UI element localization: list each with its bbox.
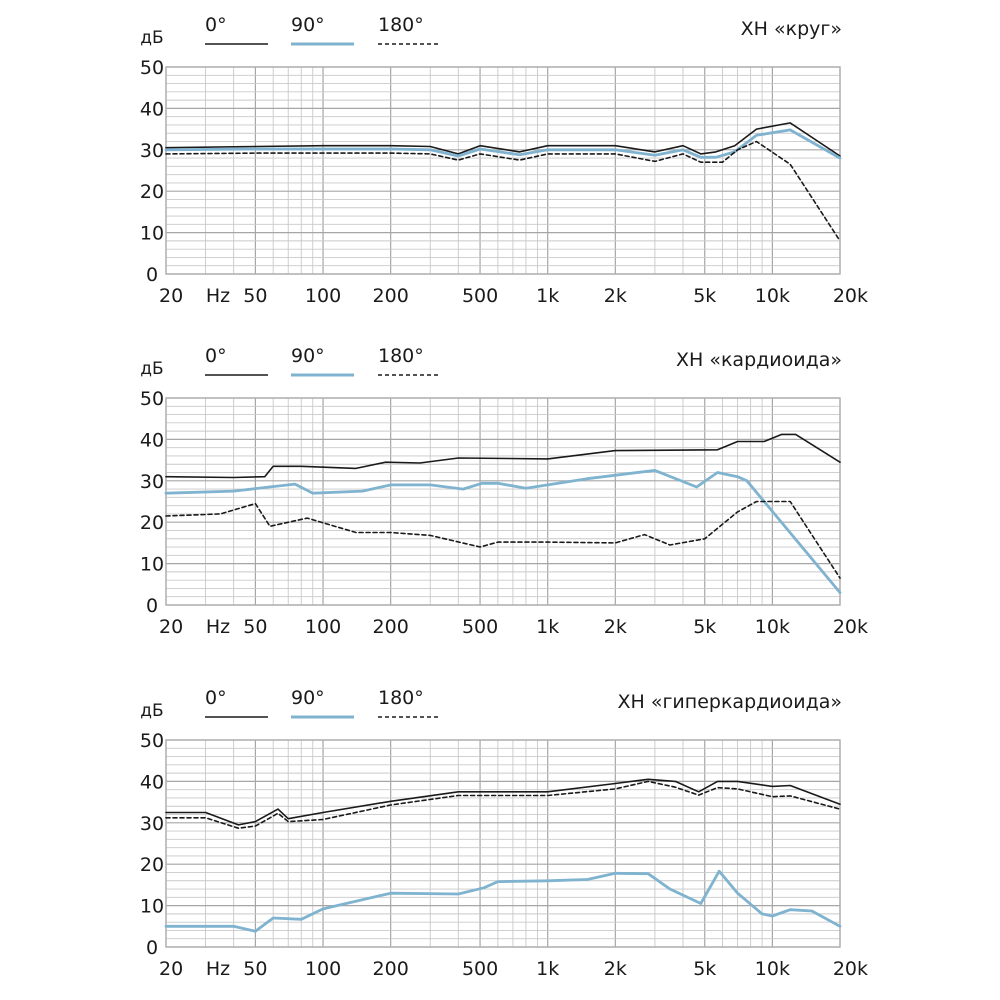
- series-line-0deg: [165, 778, 841, 826]
- series-line-180deg: [165, 500, 841, 579]
- horizontal-gridlines: [166, 739, 840, 948]
- chart-title: ХН «круг»: [741, 18, 842, 40]
- x-tick-label: 20: [159, 958, 183, 980]
- chart-panel-2: 0 10 20 30 40 50 дБ 20 50 100 200 500 1k 2k 5k 10k 20k Hz…: [140, 345, 868, 638]
- x-tick-label: 500: [462, 958, 498, 980]
- x-unit-label: Hz: [206, 285, 230, 307]
- series-line-90deg: [164, 468, 842, 594]
- x-tick-label: 1k: [536, 616, 559, 638]
- x-tick-label: 5k: [693, 285, 716, 307]
- plot-frame: [165, 66, 841, 275]
- vertical-gridlines: [165, 67, 841, 274]
- y-tick-label: 20: [140, 512, 164, 534]
- y-tick-label: 0: [146, 264, 158, 286]
- series-line-90deg: [164, 869, 842, 933]
- legend-label: 90°: [291, 687, 325, 709]
- x-tick-label: 20: [159, 285, 183, 307]
- y-axis-label: дБ: [140, 28, 163, 48]
- legend-label: 180°: [378, 14, 424, 36]
- horizontal-gridlines: [166, 66, 840, 275]
- x-unit-label: Hz: [206, 958, 230, 980]
- y-tick-label: 10: [140, 896, 164, 918]
- legend-label: 90°: [291, 345, 325, 367]
- chart-panel-3: 0 10 20 30 40 50 дБ 20 50 100 200 500 1k 2k 5k 10k 20k Hz…: [140, 687, 868, 980]
- series-line-0deg: [165, 433, 841, 479]
- x-tick-label: 500: [462, 616, 498, 638]
- x-tick-label: 10k: [755, 958, 790, 980]
- legend-label: 90°: [291, 14, 325, 36]
- horizontal-gridlines: [166, 397, 840, 606]
- chart-panel-1: 0 10 20 30 40 50 дБ 20 50 100 200 500 1k 2k 5k 10k 20k Hz…: [140, 14, 868, 307]
- legend-label: 0°: [205, 14, 227, 36]
- vertical-gridlines: [165, 740, 841, 947]
- plot-frame: [165, 397, 841, 606]
- chart-title: ХН «гиперкардиоида»: [617, 691, 842, 713]
- x-unit-label: Hz: [206, 616, 230, 638]
- y-tick-label: 20: [140, 181, 164, 203]
- y-tick-label: 40: [140, 771, 164, 793]
- x-tick-label: 100: [305, 285, 341, 307]
- x-tick-label: 200: [373, 285, 409, 307]
- x-tick-label: 50: [243, 285, 267, 307]
- x-tick-label: 1k: [536, 958, 559, 980]
- y-tick-label: 0: [146, 937, 158, 959]
- y-tick-label: 30: [140, 140, 164, 162]
- x-tick-label: 50: [243, 616, 267, 638]
- x-tick-label: 200: [373, 958, 409, 980]
- x-tick-label: 100: [305, 958, 341, 980]
- series-line-180deg: [165, 140, 841, 242]
- x-tick-label: 5k: [693, 958, 716, 980]
- y-tick-label: 40: [140, 98, 164, 120]
- y-tick-label: 0: [146, 595, 158, 617]
- chart-title: ХН «кардиоида»: [676, 349, 842, 371]
- y-tick-label: 20: [140, 854, 164, 876]
- x-tick-label: 2k: [604, 958, 627, 980]
- x-tick-label: 2k: [604, 285, 627, 307]
- y-tick-label: 50: [140, 388, 164, 410]
- x-tick-label: 500: [462, 285, 498, 307]
- y-tick-label: 10: [140, 223, 164, 245]
- plot-frame: [165, 739, 841, 948]
- series-line-0deg: [165, 122, 841, 157]
- legend-label: 180°: [378, 687, 424, 709]
- y-tick-label: 50: [140, 57, 164, 79]
- x-tick-label: 20: [159, 616, 183, 638]
- x-tick-label: 50: [243, 958, 267, 980]
- x-tick-label: 200: [373, 616, 409, 638]
- x-tick-label: 5k: [693, 616, 716, 638]
- x-tick-label: 20k: [833, 616, 868, 638]
- legend-label: 0°: [205, 687, 227, 709]
- y-tick-label: 10: [140, 554, 164, 576]
- vertical-gridlines: [165, 398, 841, 605]
- x-tick-label: 10k: [755, 616, 790, 638]
- y-tick-label: 40: [140, 429, 164, 451]
- y-tick-label: 30: [140, 813, 164, 835]
- x-tick-label: 20k: [833, 285, 868, 307]
- y-tick-label: 30: [140, 471, 164, 493]
- y-tick-label: 50: [140, 730, 164, 752]
- y-axis-label: дБ: [140, 701, 163, 721]
- x-tick-label: 100: [305, 616, 341, 638]
- x-tick-label: 1k: [536, 285, 559, 307]
- x-tick-label: 10k: [755, 285, 790, 307]
- x-tick-label: 20k: [833, 958, 868, 980]
- legend-label: 0°: [205, 345, 227, 367]
- series-line-180deg: [165, 780, 841, 830]
- x-tick-label: 2k: [604, 616, 627, 638]
- y-axis-label: дБ: [140, 359, 163, 379]
- legend-label: 180°: [378, 345, 424, 367]
